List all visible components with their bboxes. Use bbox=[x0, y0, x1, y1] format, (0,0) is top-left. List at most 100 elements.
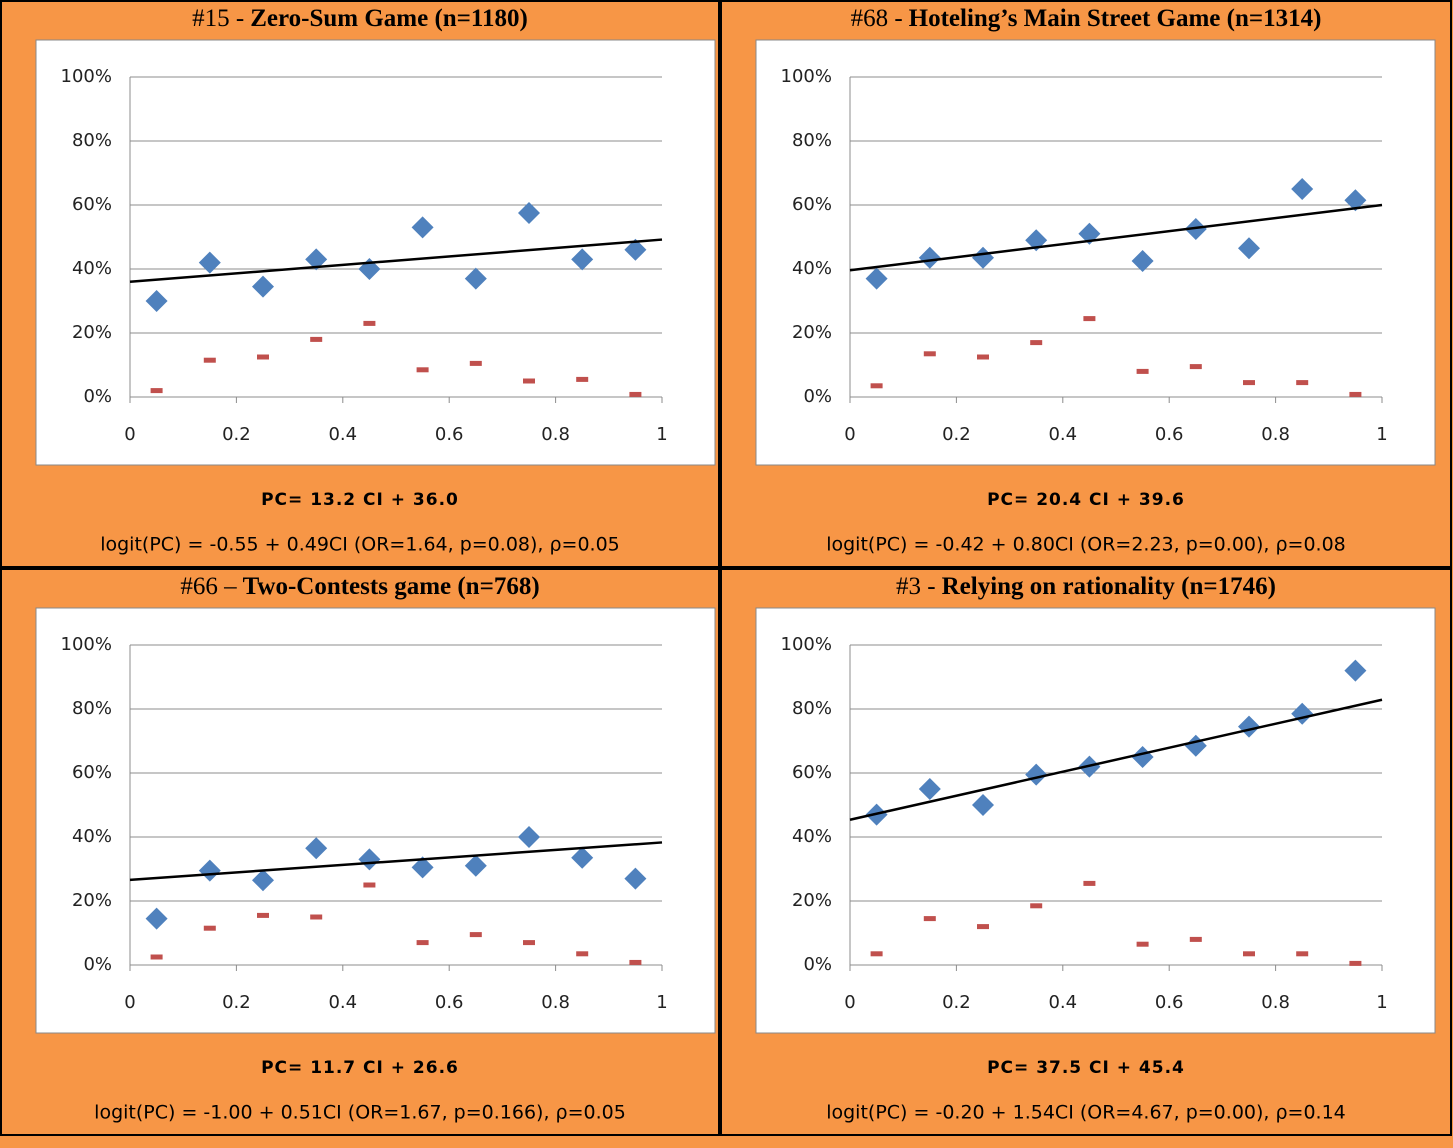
y-tick-label: 0% bbox=[83, 386, 112, 407]
dash-point bbox=[257, 912, 269, 918]
title-number: #3 - bbox=[896, 573, 936, 600]
dash-point bbox=[203, 925, 216, 931]
dash-point bbox=[870, 951, 883, 957]
x-tick-label: 0.8 bbox=[541, 424, 570, 445]
diamond-point bbox=[305, 248, 328, 271]
dash-point bbox=[1243, 951, 1255, 957]
chart-title: #68 - Hoteling’s Main Street Game (n=1314… bbox=[851, 5, 1322, 32]
x-tick-label: 0.2 bbox=[222, 424, 251, 445]
y-tick-label: 80% bbox=[72, 698, 112, 719]
y-tick-label: 80% bbox=[792, 130, 832, 151]
x-tick-label: 1 bbox=[656, 424, 667, 445]
x-tick-label: 0.8 bbox=[541, 992, 570, 1013]
dash-point bbox=[923, 916, 936, 922]
y-tick-label: 60% bbox=[792, 762, 832, 783]
diamond-point bbox=[358, 848, 381, 871]
y-tick-label: 0% bbox=[83, 954, 112, 975]
dash-point bbox=[416, 940, 429, 946]
dash-point bbox=[150, 388, 163, 394]
plot-box bbox=[35, 607, 716, 1034]
regression-equation: PC= 13.2 CI + 36.0 bbox=[261, 490, 459, 510]
dash-point bbox=[363, 882, 376, 888]
diamond-point bbox=[1291, 178, 1314, 200]
diamond-point bbox=[624, 238, 647, 261]
dash-point bbox=[629, 391, 642, 397]
diamond-point bbox=[411, 856, 434, 879]
diamond-point bbox=[918, 246, 941, 269]
diamond-point bbox=[411, 216, 434, 239]
title-number: #68 - bbox=[851, 5, 903, 32]
x-tick-label: 0.2 bbox=[222, 992, 251, 1013]
x-tick-label: 0.2 bbox=[942, 424, 971, 445]
x-tick-label: 0.6 bbox=[435, 992, 464, 1013]
dash-point bbox=[870, 383, 883, 389]
regression-equation: PC= 37.5 CI + 45.4 bbox=[987, 1058, 1185, 1078]
dash-point bbox=[576, 376, 589, 382]
dash-point bbox=[523, 940, 535, 946]
title-name: Two-Contests game (n=768) bbox=[243, 573, 540, 600]
dash-point bbox=[576, 951, 589, 957]
x-tick-label: 0.2 bbox=[942, 992, 971, 1013]
x-tick-label: 0.4 bbox=[1048, 992, 1077, 1013]
logit-equation: logit(PC) = -0.55 + 0.49CI (OR=1.64, p=0… bbox=[100, 534, 620, 556]
y-tick-label: 100% bbox=[61, 66, 112, 87]
diamond-point bbox=[1344, 659, 1367, 682]
logit-equation: logit(PC) = -1.00 + 0.51CI (OR=1.67, p=0… bbox=[94, 1102, 626, 1124]
x-tick-label: 0.6 bbox=[1155, 992, 1184, 1013]
y-tick-label: 100% bbox=[781, 634, 832, 655]
dash-point bbox=[1083, 316, 1096, 322]
chart-cell: #3 - Relying on rationality (n=1746) 0% 20%… bbox=[720, 568, 1452, 1136]
x-tick-label: 0.4 bbox=[328, 424, 357, 445]
x-tick-label: 1 bbox=[1376, 992, 1387, 1013]
trend-line bbox=[129, 841, 663, 882]
dash-point bbox=[1189, 936, 1202, 942]
x-tick-label: 0 bbox=[844, 424, 855, 445]
dash-point bbox=[1136, 368, 1149, 374]
dash-point bbox=[1296, 380, 1309, 386]
dash-point bbox=[257, 354, 269, 360]
trend-line bbox=[129, 238, 663, 284]
dash-point bbox=[1243, 380, 1255, 386]
cell-border bbox=[0, 0, 720, 568]
y-tick-label: 0% bbox=[803, 386, 832, 407]
trend-line bbox=[849, 698, 1383, 821]
diamond-point bbox=[305, 837, 328, 860]
y-tick-label: 60% bbox=[72, 194, 112, 215]
chart-cell: #66 – Two-Contests game (n=768) 0% 20% 40% 60… bbox=[0, 568, 720, 1136]
dash-point bbox=[1136, 941, 1149, 947]
diamond-point bbox=[252, 869, 274, 892]
dash-point bbox=[469, 932, 482, 938]
x-tick-label: 0.8 bbox=[1261, 992, 1290, 1013]
diamond-point bbox=[624, 867, 647, 890]
x-tick-label: 0.4 bbox=[328, 992, 357, 1013]
diamond-point bbox=[518, 202, 540, 224]
dash-point bbox=[203, 357, 216, 363]
title-name: Relying on rationality (n=1746) bbox=[942, 573, 1276, 600]
title-name: Hoteling’s Main Street Game (n=1314) bbox=[909, 5, 1322, 32]
y-tick-label: 0% bbox=[803, 954, 832, 975]
x-tick-label: 0 bbox=[844, 992, 855, 1013]
logit-equation: logit(PC) = -0.42 + 0.80CI (OR=2.23, p=0… bbox=[826, 534, 1346, 556]
diamond-point bbox=[198, 859, 221, 882]
y-tick-label: 100% bbox=[61, 634, 112, 655]
diamond-point bbox=[918, 778, 941, 800]
dash-point bbox=[1030, 903, 1043, 909]
y-tick-label: 60% bbox=[72, 762, 112, 783]
diamond-point bbox=[518, 826, 540, 848]
y-tick-label: 40% bbox=[792, 826, 832, 847]
title-number: #15 - bbox=[192, 5, 244, 32]
plot-box bbox=[35, 39, 716, 466]
diamond-point bbox=[145, 907, 168, 930]
chart-title: #66 – Two-Contests game (n=768) bbox=[180, 573, 539, 600]
dash-point bbox=[1030, 340, 1043, 346]
plot-box bbox=[755, 607, 1436, 1034]
x-tick-label: 1 bbox=[656, 992, 667, 1013]
dash-point bbox=[977, 354, 989, 360]
x-tick-label: 0 bbox=[124, 424, 135, 445]
dash-point bbox=[977, 924, 989, 930]
y-tick-label: 40% bbox=[72, 826, 112, 847]
y-tick-label: 20% bbox=[792, 890, 832, 911]
y-tick-label: 40% bbox=[72, 258, 112, 279]
dash-point bbox=[1349, 391, 1362, 397]
